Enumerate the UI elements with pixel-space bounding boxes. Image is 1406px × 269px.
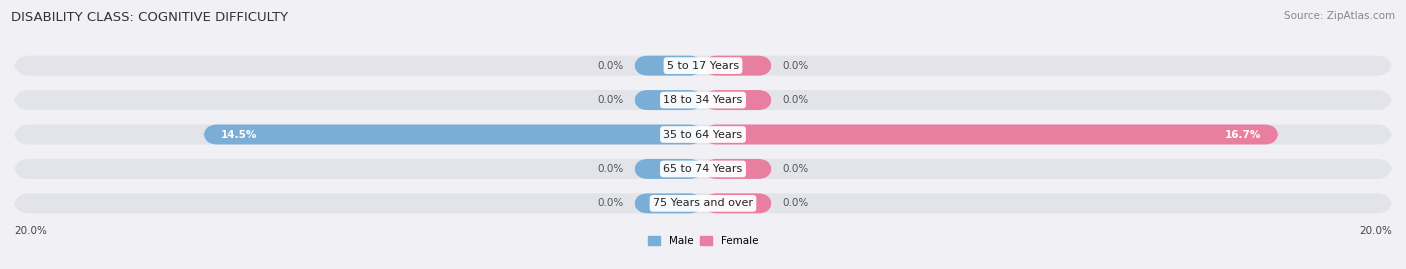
FancyBboxPatch shape bbox=[634, 159, 703, 179]
FancyBboxPatch shape bbox=[14, 125, 1392, 144]
FancyBboxPatch shape bbox=[204, 125, 703, 144]
Text: 0.0%: 0.0% bbox=[598, 61, 624, 71]
Text: 16.7%: 16.7% bbox=[1225, 129, 1261, 140]
Text: 0.0%: 0.0% bbox=[782, 61, 808, 71]
FancyBboxPatch shape bbox=[703, 56, 772, 76]
FancyBboxPatch shape bbox=[703, 90, 772, 110]
FancyBboxPatch shape bbox=[14, 159, 1392, 179]
Text: 75 Years and over: 75 Years and over bbox=[652, 198, 754, 208]
Text: 0.0%: 0.0% bbox=[782, 164, 808, 174]
FancyBboxPatch shape bbox=[14, 90, 1392, 110]
Text: 20.0%: 20.0% bbox=[1360, 226, 1392, 236]
Text: 20.0%: 20.0% bbox=[14, 226, 46, 236]
Text: 0.0%: 0.0% bbox=[782, 95, 808, 105]
Text: 0.0%: 0.0% bbox=[598, 95, 624, 105]
Text: 18 to 34 Years: 18 to 34 Years bbox=[664, 95, 742, 105]
FancyBboxPatch shape bbox=[703, 125, 1278, 144]
Text: 35 to 64 Years: 35 to 64 Years bbox=[664, 129, 742, 140]
Text: 0.0%: 0.0% bbox=[598, 198, 624, 208]
FancyBboxPatch shape bbox=[634, 56, 703, 76]
FancyBboxPatch shape bbox=[703, 193, 772, 213]
Text: 5 to 17 Years: 5 to 17 Years bbox=[666, 61, 740, 71]
Text: 65 to 74 Years: 65 to 74 Years bbox=[664, 164, 742, 174]
Text: Source: ZipAtlas.com: Source: ZipAtlas.com bbox=[1284, 11, 1395, 21]
FancyBboxPatch shape bbox=[14, 56, 1392, 76]
FancyBboxPatch shape bbox=[14, 193, 1392, 213]
FancyBboxPatch shape bbox=[703, 159, 772, 179]
Text: DISABILITY CLASS: COGNITIVE DIFFICULTY: DISABILITY CLASS: COGNITIVE DIFFICULTY bbox=[11, 11, 288, 24]
Text: 14.5%: 14.5% bbox=[221, 129, 257, 140]
Text: 0.0%: 0.0% bbox=[782, 198, 808, 208]
FancyBboxPatch shape bbox=[634, 90, 703, 110]
FancyBboxPatch shape bbox=[634, 193, 703, 213]
Legend: Male, Female: Male, Female bbox=[648, 236, 758, 246]
Text: 0.0%: 0.0% bbox=[598, 164, 624, 174]
